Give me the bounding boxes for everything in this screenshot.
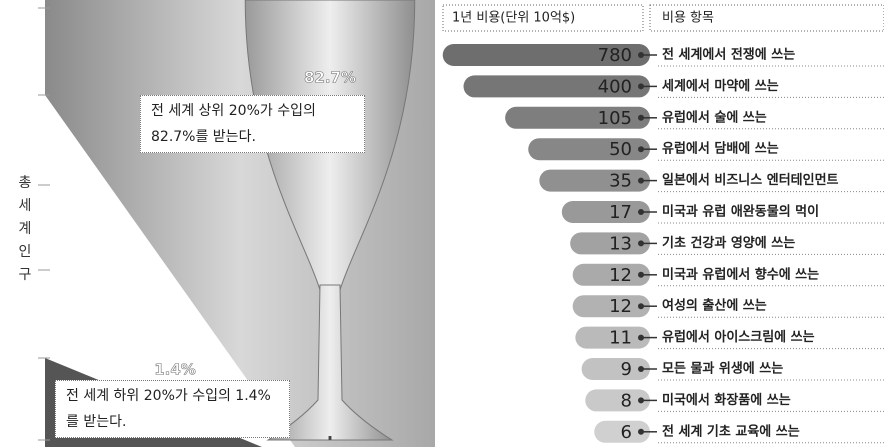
value-label: 780 [598,45,632,66]
category-label: 전 세계에서 전쟁에 쓰는 [662,47,795,63]
category-label: 유럽에서 담배에 쓰는 [662,141,779,157]
value-label: 11 [609,328,632,349]
value-label: 400 [598,76,632,97]
value-label: 8 [621,390,632,411]
category-label: 일본에서 비즈니스 엔터테인먼트 [662,172,839,188]
category-label: 미국과 유럽 애완동물의 먹이 [662,204,819,220]
value-label: 13 [609,233,632,254]
category-label: 기초 건강과 영양에 쓰는 [662,235,795,251]
value-header: 1년 비용(단위 10억$) [452,11,575,26]
value-label: 9 [621,359,632,380]
value-label: 82.7% [304,69,356,87]
value-label: 12 [609,265,632,286]
category-label: 여성의 출산에 쓰는 [662,298,767,314]
bar [562,201,650,223]
value-label: 12 [609,296,632,317]
glass-base-share [329,436,332,440]
bar [539,170,650,192]
value-label: 1.4% [154,361,196,379]
category-label: 유럽에서 술에 쓰는 [662,109,767,125]
infographic: 82.7% 1.4% 1년 비용(단위 10억$) 비용 항목 780 전 세계에… [0,0,884,447]
annotation: 전 세계 상위 20%가 수입의 82.7%를 받는다. [140,95,365,153]
value-label: 35 [609,171,632,192]
category-label: 미국과 유럽에서 향수에 쓰는 [662,266,819,282]
category-label: 모든 물과 위생에 쓰는 [662,361,783,377]
category-header: 비용 항목 [662,11,714,26]
category-label: 전 세계 기초 교육에 쓰는 [662,423,800,439]
category-label: 유럽에서 아이스크림에 쓰는 [662,329,815,345]
annotation: 전 세계 하위 20%가 수입의 1.4%를 받는다. [55,380,290,438]
category-label: 미국에서 화장품에 쓰는 [662,392,791,408]
value-label: 105 [598,108,632,129]
value-label: 6 [621,422,632,443]
value-label: 17 [609,202,632,223]
category-label: 세계에서 마약에 쓰는 [662,78,779,94]
value-label: 50 [609,139,632,160]
